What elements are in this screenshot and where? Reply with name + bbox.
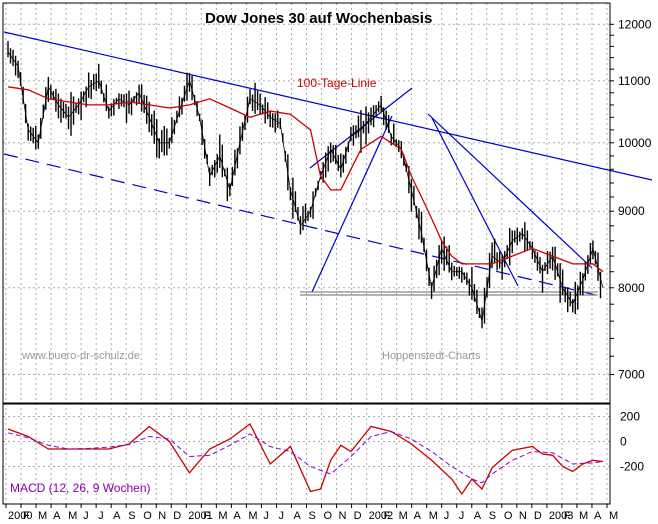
x-tick-label: M	[429, 510, 438, 522]
x-tick-label: A	[594, 510, 602, 522]
y-tick-label: 10000	[618, 136, 652, 150]
x-tick-label: N	[339, 510, 347, 522]
x-tick-label: 2001	[188, 510, 212, 522]
y-tick-label: 12000	[618, 17, 652, 31]
x-tick-label: D	[534, 510, 542, 522]
y-tick-label: 7000	[618, 368, 645, 382]
macd-tick-label: -200	[620, 460, 644, 474]
trendline-down-1	[427, 113, 593, 269]
x-tick-label: A	[293, 510, 301, 522]
macd-line	[7, 423, 604, 496]
x-tick-label: A	[233, 510, 241, 522]
x-tick-label: M	[248, 510, 257, 522]
x-tick-label: F	[203, 510, 210, 522]
chart-title: Dow Jones 30 auf Wochenbasis	[205, 10, 433, 27]
watermark: www.buero-dr-schulz.de	[22, 350, 140, 362]
x-tick-label: M	[399, 510, 408, 522]
macd-label: MACD (12, 26, 9 Wochen)	[10, 481, 151, 495]
x-tick-label: O	[143, 510, 152, 522]
ma-label: 100-Tage-Linie	[297, 76, 377, 90]
x-tick-label: S	[308, 510, 315, 522]
trendline-down-2	[431, 117, 519, 287]
x-tick-label: 2002	[369, 510, 393, 522]
x-tick-label: O	[324, 510, 333, 522]
x-tick-label: J	[83, 510, 89, 522]
y-tick-label: 9000	[618, 204, 645, 218]
trendline-channel-bottom	[311, 115, 393, 293]
y-tick-label: 8000	[618, 281, 645, 295]
x-tick-label: N	[519, 510, 527, 522]
x-tick-label: J	[459, 510, 465, 522]
x-tick-label: A	[474, 510, 482, 522]
x-tick-label: M	[579, 510, 588, 522]
x-tick-label: S	[489, 510, 496, 522]
x-tick-label: F	[564, 510, 571, 522]
price-panel-frame	[2, 2, 611, 404]
macd-tick-label: 200	[620, 410, 640, 424]
x-tick-label: M	[38, 510, 47, 522]
x-tick-label: J	[98, 510, 104, 522]
x-tick-label: M	[218, 510, 227, 522]
x-tick-label: F	[384, 510, 391, 522]
macd-signal-line	[7, 430, 604, 484]
x-tick-label: J	[278, 510, 284, 522]
x-tick-label: F	[23, 510, 30, 522]
x-tick-label: A	[113, 510, 121, 522]
ma100-line	[7, 86, 604, 273]
x-tick-label: 2003	[549, 510, 573, 522]
x-tick-label: S	[128, 510, 135, 522]
plot-area	[3, 31, 653, 496]
x-tick-label: O	[504, 510, 513, 522]
y-tick-label: 11000	[618, 74, 651, 88]
source-label: Hoppenstedt-Charts	[382, 350, 481, 362]
x-tick-label: A	[53, 510, 61, 522]
x-tick-label: D	[354, 510, 362, 522]
x-tick-label: D	[173, 510, 181, 522]
trendline-lower-dashed	[3, 153, 601, 297]
x-tick-label: J	[444, 510, 450, 522]
x-tick-label: N	[158, 510, 166, 522]
x-tick-label: M	[68, 510, 77, 522]
x-tick-label: A	[414, 510, 422, 522]
x-tick-label: J	[263, 510, 269, 522]
price-line	[7, 51, 604, 322]
trendline-upper	[3, 31, 653, 181]
macd-tick-label: 0	[620, 435, 627, 449]
x-tick-label: M	[609, 510, 618, 522]
x-tick-label: 2000	[8, 510, 32, 522]
